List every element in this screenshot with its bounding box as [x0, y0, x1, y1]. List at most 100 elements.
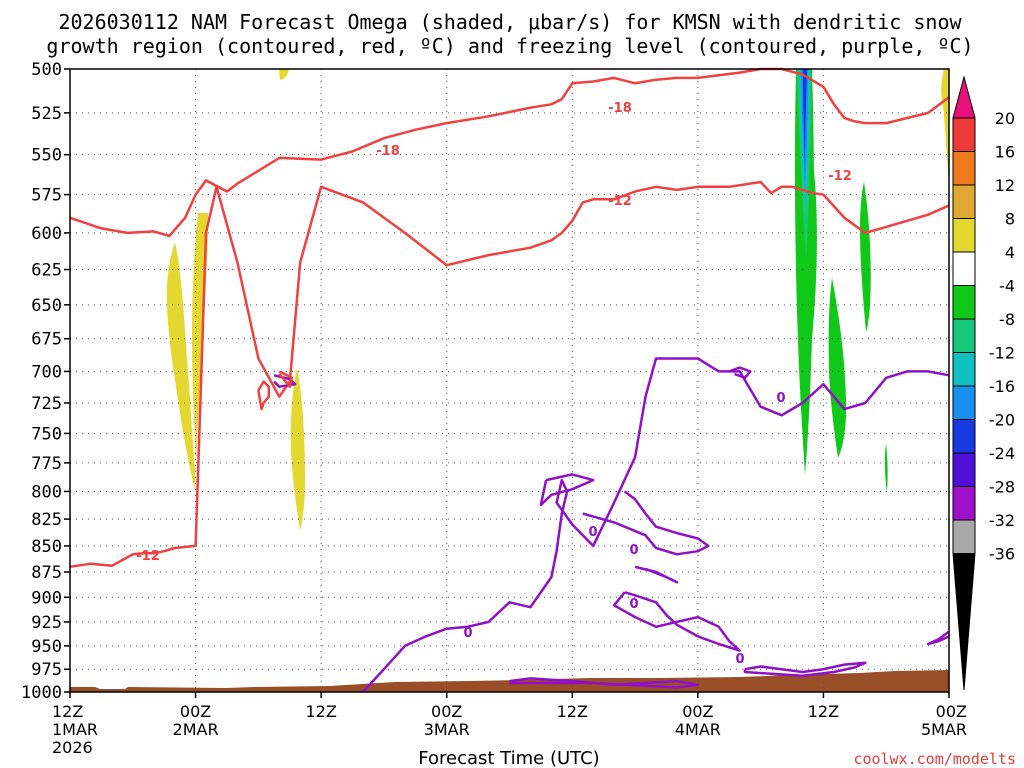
colorbar-label: 20: [995, 109, 1015, 128]
x-tick-label: 00Z: [431, 702, 462, 721]
y-tick-label: 650: [31, 296, 62, 316]
dgz-isotherm-line: [278, 370, 294, 388]
colorbar-label: -20: [989, 411, 1015, 430]
y-tick-label: 525: [31, 104, 62, 124]
y-tick-label: 875: [31, 563, 62, 583]
contour-label-zero: 0: [463, 626, 472, 641]
x-tick-label: 12Z: [52, 702, 83, 721]
y-tick-label: 850: [31, 537, 62, 557]
colorbar-swatch: [952, 218, 976, 253]
omega-shade-yellow: [290, 368, 305, 530]
freezing-level-line: [612, 591, 741, 652]
y-tick-label: 575: [31, 186, 62, 206]
y-axis: 500 525 550 575 600 625 650 675 700 725 750 775 800 8…: [21, 60, 70, 703]
x-tick-date: 1MAR: [52, 720, 98, 739]
contour-labels: -18 -18 -12 -12 -12 0 0 0 0 0 0: [136, 101, 852, 667]
freezing-level-line: [582, 490, 710, 556]
x-tick-label: 12Z: [557, 702, 588, 721]
freezing-level-line: [509, 677, 700, 689]
freezing-level-line: [362, 357, 950, 693]
freezing-level-line: [728, 366, 752, 380]
omega-shade-yellow: [166, 242, 196, 490]
contour-label-m18: -18: [608, 101, 632, 116]
colorbar-label: 16: [995, 143, 1015, 162]
x-tick-year: 2026: [52, 738, 93, 757]
colorbar-label: -12: [989, 344, 1015, 363]
colorbar-swatch: [952, 285, 976, 320]
omega-shade-darkblue: [803, 69, 807, 165]
freezing-level-line: [743, 661, 867, 677]
colorbar-label: -28: [989, 478, 1015, 497]
colorbar-swatch: [952, 385, 976, 420]
contour-label-zero: 0: [588, 525, 597, 540]
colorbar-label: -24: [989, 444, 1015, 463]
y-tick-label: 800: [31, 482, 62, 502]
colorbar-swatch: [952, 519, 976, 554]
colorbar-swatch: [952, 117, 976, 152]
colorbar-swatch: [952, 251, 976, 286]
shading-layer: [166, 69, 949, 530]
colorbar-swatch: [952, 486, 976, 521]
y-tick-label: 625: [31, 261, 62, 281]
y-tick-label: 775: [31, 454, 62, 474]
credit-text: coolwx.com/modelts: [853, 750, 1016, 768]
plot-area: -18 -18 -12 -12 -12 0 0 0 0 0 0: [69, 67, 950, 693]
colorbar-label: -8: [999, 310, 1015, 329]
y-tick-label: 975: [31, 660, 62, 680]
y-tick-label: 700: [31, 362, 62, 382]
colorbar-swatch: [952, 184, 976, 219]
chart-title-line1: 2026030112 NAM Forecast Omega (shaded, μ…: [58, 10, 962, 34]
x-tick-label: 12Z: [305, 702, 336, 721]
contour-lines: [69, 67, 950, 693]
chart-title-line2: growth region (contoured, red, ºC) and f…: [46, 34, 973, 58]
omega-shade-green: [860, 182, 871, 332]
y-tick-label: 825: [31, 510, 62, 530]
dgz-isotherm-line: [69, 67, 950, 238]
y-tick-label: 675: [31, 330, 62, 350]
colorbar-swatch: [952, 352, 976, 387]
dgz-isotherm-line: [257, 380, 271, 411]
contour-label-zero: 0: [735, 652, 744, 667]
colorbar-swatch: [952, 419, 976, 454]
colorbar-swatch: [952, 151, 976, 186]
omega-shade-yellow: [279, 69, 289, 80]
y-tick-label: 750: [31, 424, 62, 444]
contour-label-m12: -12: [608, 194, 632, 209]
y-tick-label: 1000: [21, 683, 62, 703]
y-tick-label: 925: [31, 613, 62, 633]
x-tick-label: 12Z: [808, 702, 839, 721]
x-tick-date: 5MAR: [921, 720, 967, 739]
contour-label-m12: -12: [136, 549, 160, 564]
y-tick-label: 950: [31, 637, 62, 657]
colorbar-swatch: [952, 452, 976, 487]
colorbar-label: 8: [1005, 210, 1015, 229]
x-axis-title: Forecast Time (UTC): [418, 748, 599, 768]
x-tick-date: 3MAR: [424, 720, 470, 739]
colorbar-label: -36: [989, 545, 1015, 564]
contour-label-zero: 0: [776, 391, 785, 406]
omega-shade-green: [808, 150, 817, 360]
dgz-isotherm-line: [69, 180, 950, 569]
freezing-level-line: [634, 565, 679, 584]
colorbar-label: -32: [989, 511, 1015, 530]
y-tick-label: 500: [31, 60, 62, 80]
y-tick-label: 900: [31, 588, 62, 608]
colorbar-label: 4: [1005, 243, 1015, 262]
colorbar-label: 12: [995, 176, 1015, 195]
freezing-level-line: [926, 630, 950, 646]
x-tick-label: 00Z: [936, 702, 967, 721]
x-tick-date: 4MAR: [675, 720, 721, 739]
colorbar-arrow-bottom: [952, 553, 976, 691]
colorbar-arrow-top: [952, 75, 976, 119]
colorbar-label: -16: [989, 377, 1015, 396]
contour-label-zero: 0: [629, 597, 638, 612]
y-tick-label: 550: [31, 146, 62, 166]
contour-label-m12: -12: [828, 169, 852, 184]
plot-frame: [69, 68, 950, 693]
y-tick-label: 600: [31, 224, 62, 244]
omega-shade-green: [884, 443, 888, 492]
x-tick-label: 00Z: [180, 702, 211, 721]
contour-label-zero: 0: [629, 543, 638, 558]
x-tick-date: 2MAR: [173, 720, 219, 739]
